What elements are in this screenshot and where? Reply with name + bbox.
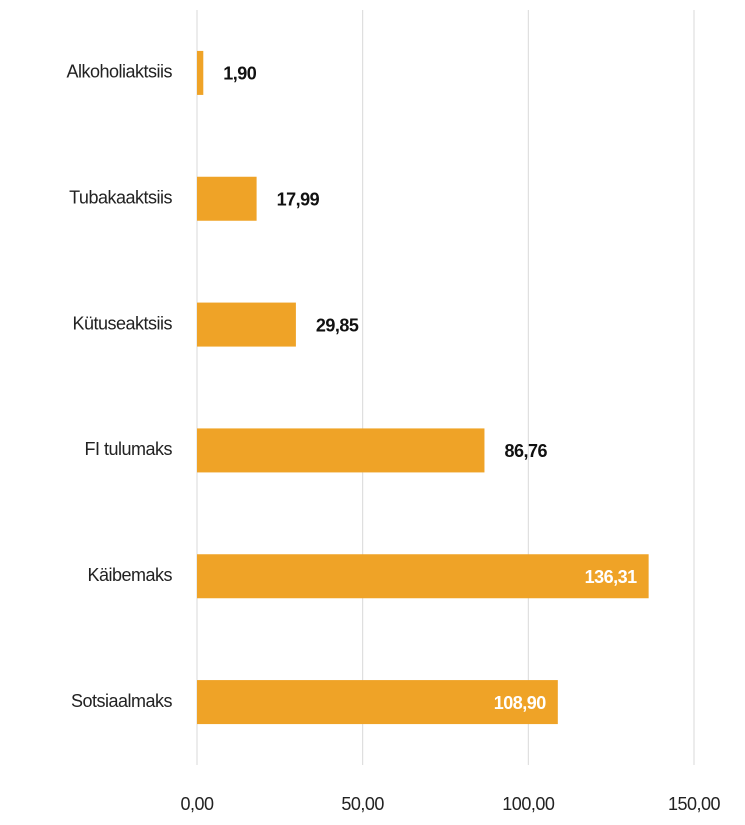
bar — [197, 680, 558, 725]
value-label: 17,99 — [277, 190, 320, 210]
y-tick-label: Kütuseaktsiis — [72, 313, 172, 333]
bar — [197, 50, 204, 95]
value-label: 86,76 — [504, 441, 547, 461]
bar — [197, 302, 296, 347]
bar — [197, 176, 257, 221]
x-tick-label: 100,00 — [502, 794, 555, 814]
x-tick-label: 0,00 — [180, 794, 214, 814]
x-tick-label: 50,00 — [341, 794, 384, 814]
x-tick-label: 150,00 — [668, 794, 721, 814]
y-tick-label: Sotsiaalmaks — [71, 691, 173, 711]
y-tick-label: FI tulumaks — [84, 439, 172, 459]
value-label: 136,31 — [585, 567, 638, 587]
y-tick-label: Tubakaaktsiis — [69, 188, 172, 208]
y-tick-label: Alkoholiaktsiis — [66, 62, 172, 82]
value-label: 108,90 — [494, 693, 547, 713]
bar — [197, 554, 649, 599]
value-label: 29,85 — [316, 315, 359, 335]
bar — [197, 428, 485, 473]
value-label: 1,90 — [223, 64, 257, 84]
y-tick-label: Käibemaks — [87, 565, 172, 585]
